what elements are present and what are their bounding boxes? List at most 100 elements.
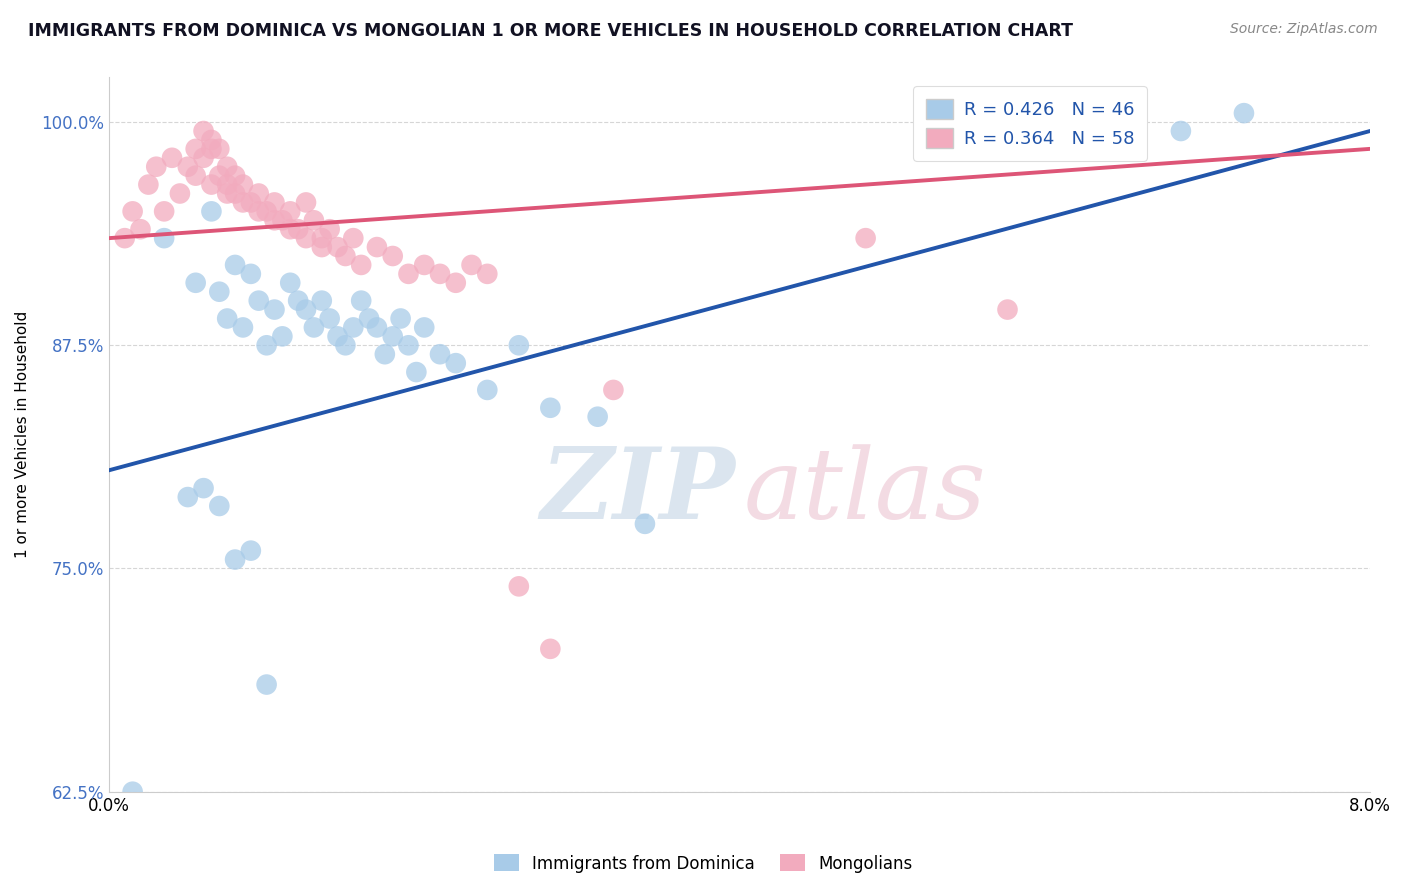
- Point: [232, 178, 254, 192]
- Text: Source: ZipAtlas.com: Source: ZipAtlas.com: [1230, 22, 1378, 37]
- Point: [326, 329, 349, 343]
- Point: [121, 785, 143, 799]
- Point: [429, 347, 451, 361]
- Point: [413, 320, 436, 334]
- Point: [508, 338, 530, 352]
- Point: [263, 213, 285, 227]
- Point: [538, 401, 561, 415]
- Point: [256, 338, 278, 352]
- Point: [224, 258, 246, 272]
- Point: [208, 169, 231, 183]
- Point: [366, 240, 388, 254]
- Point: [256, 204, 278, 219]
- Point: [193, 124, 215, 138]
- Text: atlas: atlas: [744, 444, 986, 540]
- Point: [184, 169, 207, 183]
- Point: [295, 302, 318, 317]
- Point: [477, 267, 499, 281]
- Point: [366, 320, 388, 334]
- Point: [342, 231, 364, 245]
- Point: [398, 267, 420, 281]
- Point: [138, 178, 160, 192]
- Point: [247, 293, 270, 308]
- Point: [302, 320, 325, 334]
- Point: [326, 240, 349, 254]
- Point: [208, 499, 231, 513]
- Point: [217, 311, 239, 326]
- Point: [239, 195, 262, 210]
- Point: [208, 142, 231, 156]
- Point: [256, 677, 278, 691]
- Point: [217, 160, 239, 174]
- Point: [184, 276, 207, 290]
- Point: [350, 258, 373, 272]
- Point: [278, 204, 301, 219]
- Text: IMMIGRANTS FROM DOMINICA VS MONGOLIAN 1 OR MORE VEHICLES IN HOUSEHOLD CORRELATIO: IMMIGRANTS FROM DOMINICA VS MONGOLIAN 1 …: [28, 22, 1073, 40]
- Point: [169, 186, 191, 201]
- Point: [444, 276, 467, 290]
- Point: [193, 151, 215, 165]
- Point: [224, 169, 246, 183]
- Point: [335, 249, 357, 263]
- Point: [602, 383, 624, 397]
- Point: [1170, 124, 1192, 138]
- Point: [855, 231, 877, 245]
- Point: [997, 302, 1019, 317]
- Legend: Immigrants from Dominica, Mongolians: Immigrants from Dominica, Mongolians: [486, 847, 920, 880]
- Point: [287, 293, 309, 308]
- Point: [121, 204, 143, 219]
- Point: [311, 240, 333, 254]
- Point: [311, 293, 333, 308]
- Point: [287, 222, 309, 236]
- Point: [114, 231, 136, 245]
- Legend: R = 0.426   N = 46, R = 0.364   N = 58: R = 0.426 N = 46, R = 0.364 N = 58: [912, 87, 1147, 161]
- Point: [200, 178, 222, 192]
- Point: [381, 249, 404, 263]
- Point: [177, 160, 200, 174]
- Point: [193, 481, 215, 495]
- Point: [350, 293, 373, 308]
- Point: [508, 579, 530, 593]
- Point: [153, 231, 176, 245]
- Point: [184, 142, 207, 156]
- Point: [153, 204, 176, 219]
- Point: [224, 186, 246, 201]
- Point: [374, 347, 396, 361]
- Point: [477, 383, 499, 397]
- Point: [232, 195, 254, 210]
- Point: [239, 267, 262, 281]
- Point: [160, 151, 183, 165]
- Point: [1233, 106, 1256, 120]
- Point: [129, 222, 152, 236]
- Point: [200, 142, 222, 156]
- Point: [217, 178, 239, 192]
- Point: [381, 329, 404, 343]
- Point: [311, 231, 333, 245]
- Point: [263, 195, 285, 210]
- Point: [217, 186, 239, 201]
- Point: [208, 285, 231, 299]
- Point: [389, 311, 412, 326]
- Point: [634, 516, 657, 531]
- Point: [145, 160, 167, 174]
- Point: [460, 258, 482, 272]
- Point: [586, 409, 609, 424]
- Point: [342, 320, 364, 334]
- Point: [177, 490, 200, 504]
- Point: [263, 302, 285, 317]
- Point: [405, 365, 427, 379]
- Point: [271, 213, 294, 227]
- Point: [232, 320, 254, 334]
- Point: [357, 311, 380, 326]
- Point: [444, 356, 467, 370]
- Point: [538, 641, 561, 656]
- Point: [335, 338, 357, 352]
- Point: [398, 338, 420, 352]
- Point: [429, 267, 451, 281]
- Y-axis label: 1 or more Vehicles in Household: 1 or more Vehicles in Household: [15, 311, 30, 558]
- Point: [239, 543, 262, 558]
- Point: [278, 276, 301, 290]
- Point: [271, 329, 294, 343]
- Point: [200, 133, 222, 147]
- Point: [302, 213, 325, 227]
